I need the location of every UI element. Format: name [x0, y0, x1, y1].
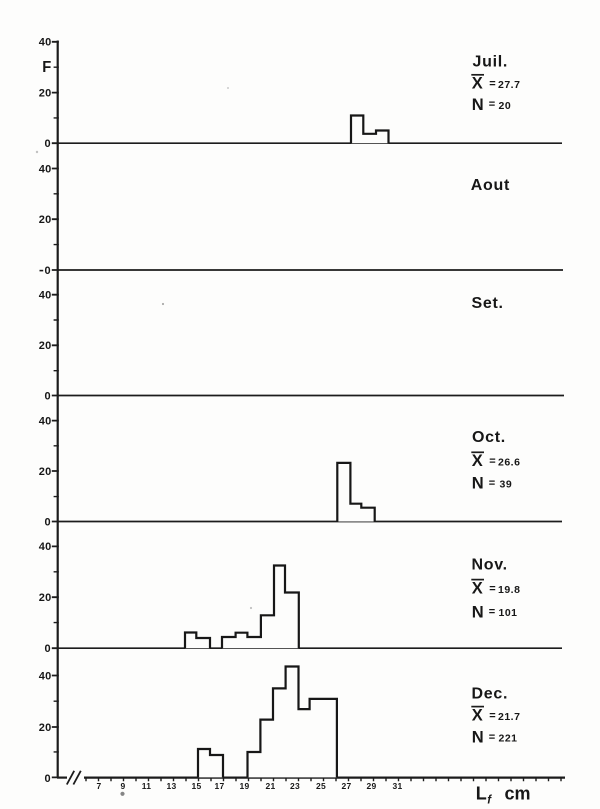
svg-text:N: N — [472, 96, 484, 114]
svg-text:11: 11 — [142, 781, 152, 791]
svg-text:N: N — [472, 729, 484, 747]
svg-text:15: 15 — [191, 781, 201, 791]
svg-text:40: 40 — [39, 37, 52, 49]
svg-text:40: 40 — [39, 541, 52, 553]
svg-text:=: = — [489, 456, 495, 468]
svg-text:0: 0 — [44, 390, 50, 402]
svg-text:N: N — [472, 603, 484, 621]
svg-text:Aout: Aout — [471, 177, 510, 194]
svg-text:cm: cm — [505, 783, 531, 803]
svg-text:7: 7 — [96, 781, 101, 791]
svg-text:=: = — [489, 477, 495, 489]
svg-text:20: 20 — [39, 214, 52, 226]
svg-text:=: = — [489, 99, 495, 111]
svg-text:29: 29 — [366, 781, 376, 791]
svg-text:0: 0 — [44, 516, 50, 528]
svg-text:Nov.: Nov. — [472, 556, 508, 573]
svg-text:Oct.: Oct. — [472, 429, 506, 446]
svg-text:20: 20 — [499, 100, 512, 112]
svg-text:19.8: 19.8 — [498, 584, 520, 596]
svg-text:X: X — [472, 75, 483, 93]
svg-text:40: 40 — [39, 670, 52, 682]
svg-text:27: 27 — [341, 781, 351, 791]
svg-text:20: 20 — [39, 592, 52, 604]
svg-text:=: = — [489, 78, 495, 90]
svg-text:40: 40 — [39, 163, 52, 175]
svg-text:=: = — [489, 710, 495, 722]
svg-text:40: 40 — [39, 290, 52, 302]
svg-text:=: = — [489, 731, 495, 743]
svg-text:101: 101 — [499, 607, 518, 619]
svg-text:=: = — [489, 606, 495, 618]
svg-text:20: 20 — [39, 722, 52, 734]
svg-text:17: 17 — [214, 781, 224, 791]
svg-text:0: 0 — [44, 138, 50, 150]
svg-text:F: F — [42, 58, 51, 76]
svg-text:21.7: 21.7 — [498, 711, 520, 723]
svg-text:21: 21 — [265, 781, 275, 791]
svg-text:31: 31 — [392, 781, 402, 791]
svg-text:Dec.: Dec. — [472, 686, 509, 703]
svg-text:0: 0 — [44, 643, 50, 655]
svg-text:221: 221 — [499, 733, 518, 745]
svg-text:20: 20 — [39, 466, 52, 478]
svg-text:26.6: 26.6 — [498, 457, 520, 469]
svg-text:39: 39 — [500, 479, 513, 491]
svg-text:9: 9 — [120, 781, 125, 791]
svg-text:27.7: 27.7 — [498, 79, 520, 91]
svg-text:X: X — [472, 452, 483, 470]
svg-text:19: 19 — [239, 781, 249, 791]
svg-text:20: 20 — [39, 340, 52, 352]
svg-text:13: 13 — [166, 781, 176, 791]
svg-text:Juil.: Juil. — [473, 54, 509, 71]
svg-text:20: 20 — [39, 87, 52, 99]
svg-text:X: X — [472, 706, 483, 724]
svg-text:0: 0 — [44, 773, 50, 785]
svg-text:0: 0 — [44, 265, 50, 277]
svg-text:25: 25 — [316, 781, 326, 791]
svg-text:X: X — [472, 579, 483, 597]
svg-text:f: f — [487, 795, 492, 807]
svg-text:40: 40 — [39, 415, 52, 427]
svg-text:23: 23 — [290, 781, 300, 791]
svg-text:=: = — [489, 583, 495, 595]
svg-text:Set.: Set. — [472, 295, 504, 312]
svg-text:N: N — [472, 475, 484, 493]
svg-text:L: L — [476, 783, 487, 803]
